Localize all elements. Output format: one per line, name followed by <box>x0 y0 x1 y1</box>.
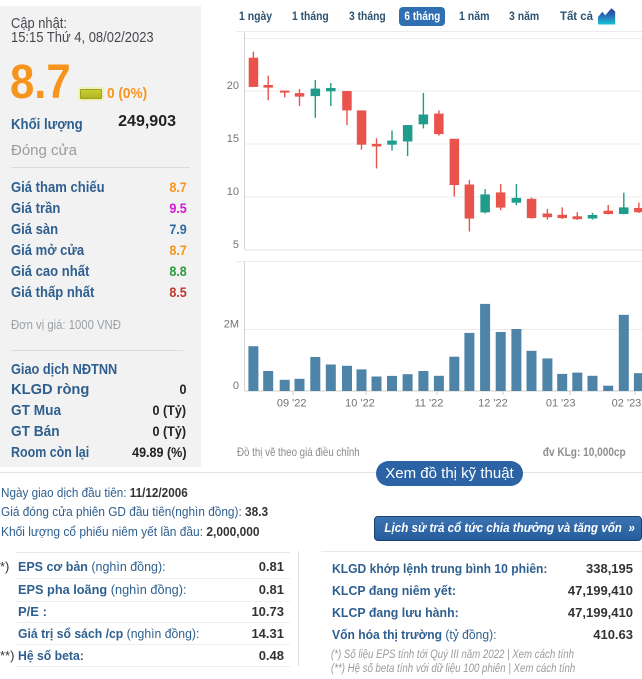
svg-text:20: 20 <box>227 80 239 92</box>
svg-text:0: 0 <box>233 380 239 392</box>
svg-text:12 '22: 12 '22 <box>478 398 508 410</box>
svg-text:2M: 2M <box>224 319 239 331</box>
svg-text:09 '22: 09 '22 <box>277 398 307 410</box>
svg-text:5: 5 <box>233 239 239 251</box>
svg-text:10 '22: 10 '22 <box>345 398 375 410</box>
svg-text:02 '23: 02 '23 <box>612 398 642 410</box>
svg-text:01 '23: 01 '23 <box>546 398 576 410</box>
svg-text:15: 15 <box>227 133 239 145</box>
svg-text:10: 10 <box>227 186 239 198</box>
svg-text:11 '22: 11 '22 <box>415 398 444 410</box>
